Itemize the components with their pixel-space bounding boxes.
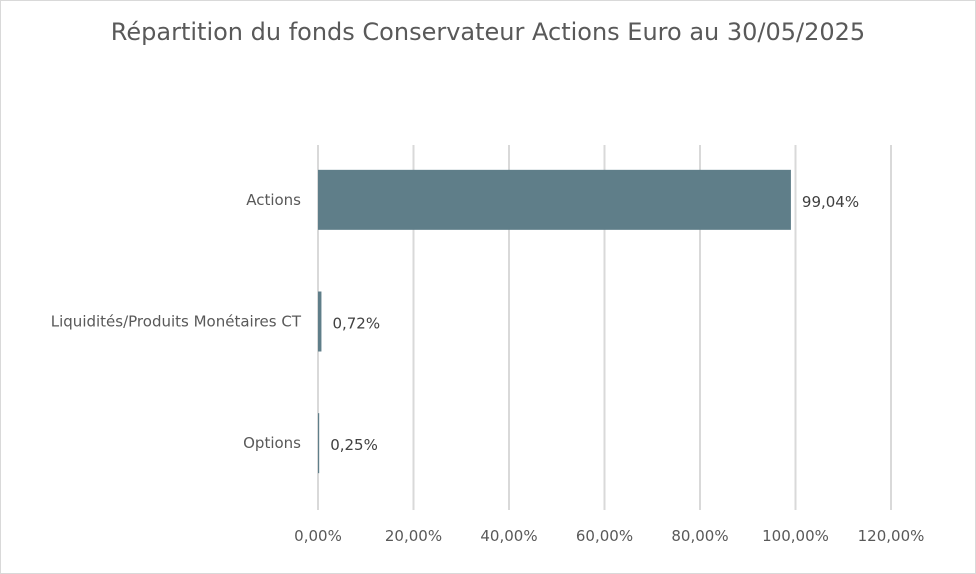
x-tick-label-3: 60,00% [576,527,633,545]
category-label-0: Actions [246,191,301,209]
x-tick-label-5: 100,00% [762,527,829,545]
category-label-2: Options [243,434,301,452]
value-label-2: 0,25% [330,436,378,454]
bar-0 [318,169,791,230]
value-label-0: 99,04% [802,193,859,211]
x-tick-label-1: 20,00% [385,527,442,545]
category-label-1: Liquidités/Produits Monétaires CT [51,313,302,331]
x-tick-label-0: 0,00% [294,527,342,545]
chart-title: Répartition du fonds Conservateur Action… [110,18,866,46]
x-tick-label-4: 80,00% [671,527,728,545]
x-tick-label-2: 40,00% [480,527,537,545]
bar-2 [318,413,320,474]
value-label-1: 0,72% [332,315,380,333]
x-tick-label-6: 120,00% [858,527,925,545]
bar-1 [318,291,322,352]
